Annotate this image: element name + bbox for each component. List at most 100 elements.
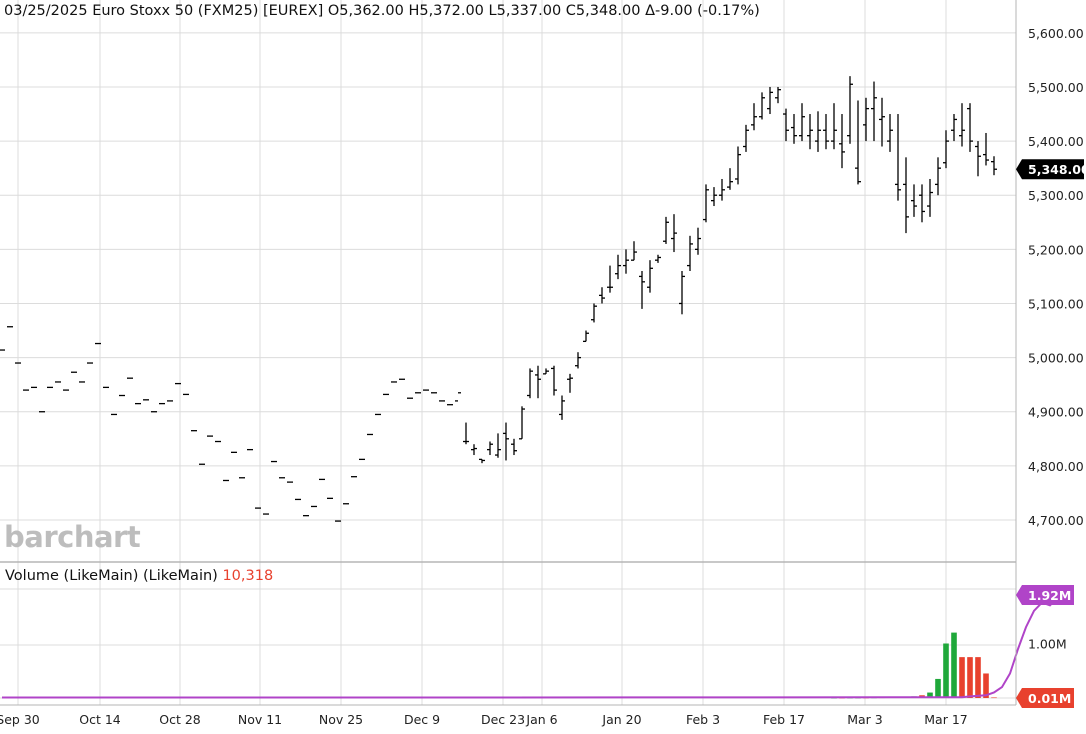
ohlc-bar xyxy=(791,114,797,144)
ohlc-bar xyxy=(639,271,645,309)
ohlc-bar xyxy=(855,100,861,185)
y-tick-label: 5,400.00 xyxy=(1028,134,1084,149)
ohlc-bar xyxy=(943,130,949,169)
ohlc-bar xyxy=(671,214,677,253)
ohlc-bar xyxy=(679,271,685,315)
ohlc-bar xyxy=(847,76,853,144)
y-tick-label: 5,600.00 xyxy=(1028,26,1084,41)
ohlc-bar xyxy=(559,395,565,420)
ohlc-bar xyxy=(783,108,789,142)
ohlc-bar xyxy=(735,146,741,185)
ohlc-bar xyxy=(599,287,605,304)
volume-label: Volume (LikeMain) (LikeMain) xyxy=(5,568,218,584)
last-price-badge-shape xyxy=(1016,159,1084,180)
volume-average-badge-shape xyxy=(1016,585,1074,605)
volume-bar xyxy=(983,673,989,698)
header-close: C5,348.00 xyxy=(565,3,641,19)
ohlc-bar xyxy=(687,235,693,272)
x-tick-label: Jan 6 xyxy=(525,712,557,727)
ohlc-bar xyxy=(591,303,597,323)
ohlc-bar xyxy=(463,422,469,445)
y-tick-label: 5,300.00 xyxy=(1028,188,1084,203)
x-tick-label: Oct 14 xyxy=(79,712,121,727)
ohlc-bar xyxy=(695,227,701,255)
volume-bars xyxy=(2,592,1067,699)
header-high: H5,372.00 xyxy=(408,3,484,19)
ohlc-bar xyxy=(527,368,533,399)
ohlc-bar xyxy=(543,368,549,375)
ohlc-bar xyxy=(975,141,981,177)
volume-low-badge-text: 0.01M xyxy=(1028,691,1071,706)
y-tick-label: 4,800.00 xyxy=(1028,459,1084,474)
ohlc-bar xyxy=(535,365,541,399)
ohlc-bar xyxy=(839,114,845,169)
volume-bar xyxy=(959,657,965,698)
y-tick-label: 5,200.00 xyxy=(1028,242,1084,257)
y-tick-label: 4,900.00 xyxy=(1028,405,1084,420)
volume-tick-label: 1.00M xyxy=(1028,637,1067,652)
ohlc-bar xyxy=(503,422,509,461)
ohlc-bar xyxy=(935,157,941,196)
ohlc-bar xyxy=(727,168,733,190)
x-tick-label: Feb 3 xyxy=(686,712,720,727)
ohlc-bar xyxy=(807,114,813,150)
x-tick-label: Dec 23 xyxy=(481,712,525,727)
ohlc-bar xyxy=(711,187,717,207)
ohlc-bar xyxy=(831,103,837,150)
volume-low-badge: 0.01M xyxy=(1016,688,1074,708)
ohlc-bar xyxy=(759,92,765,120)
volume-header: Volume (LikeMain) (LikeMain) 10,318 xyxy=(5,568,273,584)
y-tick-label: 5,500.00 xyxy=(1028,80,1084,95)
volume-average-badge: 1.92M xyxy=(1016,585,1074,605)
grid xyxy=(0,0,1016,705)
x-tick-label: Sep 30 xyxy=(0,712,40,727)
x-tick-label: Mar 17 xyxy=(924,712,967,727)
ohlc-bar xyxy=(903,157,909,234)
ohlc-bar xyxy=(951,114,957,142)
ohlc-bar xyxy=(471,444,477,456)
ohlc-bar xyxy=(551,365,557,396)
ohlc-bar xyxy=(927,178,933,217)
ohlc-bar xyxy=(455,392,461,402)
x-tick-label: Nov 11 xyxy=(238,712,282,727)
ohlc-bar xyxy=(495,433,501,458)
ohlc-bar xyxy=(959,103,965,147)
ohlc-bar xyxy=(983,132,989,166)
volume-bar xyxy=(927,692,933,698)
ohlc-bar xyxy=(799,103,805,142)
volume-bar xyxy=(967,657,973,698)
y-tick-label: 5,100.00 xyxy=(1028,296,1084,311)
ohlc-bar xyxy=(487,441,493,456)
ohlc-bar xyxy=(575,352,581,369)
volume-bar xyxy=(975,657,981,698)
ohlc-bar xyxy=(631,241,637,261)
ohlc-bar xyxy=(647,260,653,293)
ohlc-bar xyxy=(519,406,525,440)
ohlc-bar xyxy=(911,184,917,217)
header-low: L5,337.00 xyxy=(488,3,562,19)
y-tick-label: 4,700.00 xyxy=(1028,513,1084,528)
ohlc-bar xyxy=(895,114,901,201)
ohlc-bar xyxy=(879,97,885,147)
x-tick-label: Nov 25 xyxy=(319,712,363,727)
volume-average-badge-text: 1.92M xyxy=(1028,588,1071,603)
volume-low-badge-shape xyxy=(1016,688,1074,708)
volume-value: 10,318 xyxy=(222,568,274,584)
x-tick-label: Jan 20 xyxy=(601,712,641,727)
ohlc-bar xyxy=(863,97,869,142)
x-tick-label: Dec 9 xyxy=(404,712,440,727)
x-tick-label: Feb 17 xyxy=(763,712,805,727)
volume-bar xyxy=(943,643,949,698)
volume-bar xyxy=(951,632,957,698)
ohlc-bar xyxy=(919,184,925,223)
ohlc-bar xyxy=(615,254,621,280)
price-header: 03/25/2025 Euro Stoxx 50 (FXM25) [EUREX]… xyxy=(4,3,760,19)
ohlc-bar xyxy=(719,178,725,201)
ohlc-bar xyxy=(887,114,893,152)
ohlc-bar xyxy=(871,81,877,142)
ohlc-bar xyxy=(567,373,573,393)
x-tick-label: Mar 3 xyxy=(847,712,883,727)
ohlc-bar xyxy=(743,124,749,152)
